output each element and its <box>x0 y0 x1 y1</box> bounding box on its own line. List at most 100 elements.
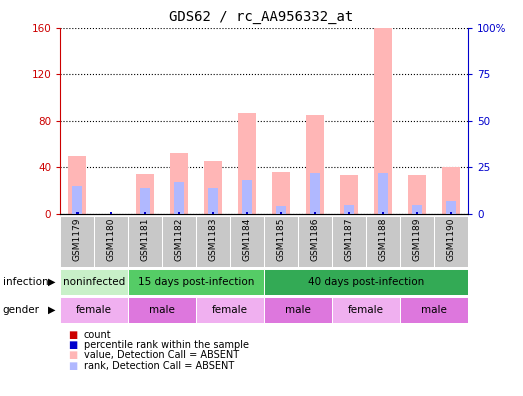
Bar <box>382 212 384 214</box>
Bar <box>408 175 426 214</box>
Bar <box>128 297 196 323</box>
Bar <box>382 212 384 214</box>
Bar <box>264 216 298 267</box>
Bar <box>110 212 112 214</box>
Bar <box>174 182 184 214</box>
Bar <box>196 216 230 267</box>
Bar <box>204 162 222 214</box>
Bar <box>212 212 214 214</box>
Bar <box>128 269 264 295</box>
Text: GSM1186: GSM1186 <box>311 217 320 261</box>
Bar <box>310 173 320 214</box>
Bar <box>298 216 332 267</box>
Text: GDS62 / rc_AA956332_at: GDS62 / rc_AA956332_at <box>169 10 354 24</box>
Text: GSM1183: GSM1183 <box>209 217 218 261</box>
Bar <box>416 212 418 214</box>
Bar <box>178 212 180 214</box>
Text: GSM1179: GSM1179 <box>73 217 82 261</box>
Bar <box>348 212 350 214</box>
Bar <box>446 201 456 214</box>
Bar <box>230 216 264 267</box>
Bar <box>434 216 468 267</box>
Text: GSM1185: GSM1185 <box>277 217 286 261</box>
Bar <box>378 173 388 214</box>
Text: 40 days post-infection: 40 days post-infection <box>308 277 424 287</box>
Bar <box>170 153 188 214</box>
Bar <box>366 216 400 267</box>
Text: GSM1184: GSM1184 <box>243 217 252 261</box>
Bar <box>60 269 128 295</box>
Bar <box>178 212 180 214</box>
Bar <box>246 212 248 214</box>
Bar <box>400 297 468 323</box>
Bar <box>76 212 78 214</box>
Bar <box>264 297 332 323</box>
Text: GSM1187: GSM1187 <box>345 217 354 261</box>
Bar <box>72 186 82 214</box>
Text: ■: ■ <box>68 340 77 350</box>
Bar <box>208 188 218 214</box>
Text: GSM1182: GSM1182 <box>175 217 184 261</box>
Text: percentile rank within the sample: percentile rank within the sample <box>84 340 248 350</box>
Bar <box>136 174 154 214</box>
Bar <box>128 216 162 267</box>
Bar <box>416 212 418 214</box>
Text: ■: ■ <box>68 350 77 360</box>
Bar <box>60 297 128 323</box>
Bar <box>264 269 468 295</box>
Bar <box>110 212 112 214</box>
Bar <box>412 204 422 214</box>
Text: male: male <box>149 305 175 315</box>
Bar <box>196 297 264 323</box>
Bar <box>246 212 248 214</box>
Bar <box>400 216 434 267</box>
Text: male: male <box>421 305 447 315</box>
Text: male: male <box>285 305 311 315</box>
Text: rank, Detection Call = ABSENT: rank, Detection Call = ABSENT <box>84 360 234 371</box>
Text: noninfected: noninfected <box>63 277 126 287</box>
Text: GSM1190: GSM1190 <box>447 217 456 261</box>
Text: ■: ■ <box>68 329 77 340</box>
Bar <box>280 212 282 214</box>
Text: ■: ■ <box>68 360 77 371</box>
Bar <box>238 112 256 214</box>
Text: female: female <box>348 305 384 315</box>
Bar <box>450 212 452 214</box>
Bar <box>272 172 290 214</box>
Text: ▶: ▶ <box>48 277 55 287</box>
Bar <box>144 212 146 214</box>
Bar <box>340 175 358 214</box>
Text: value, Detection Call = ABSENT: value, Detection Call = ABSENT <box>84 350 239 360</box>
Bar <box>94 216 128 267</box>
Bar <box>332 297 400 323</box>
Bar <box>242 180 252 214</box>
Bar <box>314 212 316 214</box>
Bar <box>162 216 196 267</box>
Bar <box>276 206 286 214</box>
Bar <box>68 156 86 214</box>
Text: 15 days post-infection: 15 days post-infection <box>138 277 254 287</box>
Text: GSM1189: GSM1189 <box>413 217 422 261</box>
Bar <box>144 212 146 214</box>
Text: ▶: ▶ <box>48 305 55 315</box>
Bar <box>450 212 452 214</box>
Bar <box>374 28 392 214</box>
Bar <box>442 167 460 214</box>
Bar <box>344 204 354 214</box>
Text: GSM1181: GSM1181 <box>141 217 150 261</box>
Bar <box>280 212 282 214</box>
Text: GSM1188: GSM1188 <box>379 217 388 261</box>
Bar <box>306 115 324 214</box>
Bar <box>212 212 214 214</box>
Text: GSM1180: GSM1180 <box>107 217 116 261</box>
Text: female: female <box>76 305 112 315</box>
Text: infection: infection <box>3 277 48 287</box>
Bar <box>76 212 78 214</box>
Text: female: female <box>212 305 248 315</box>
Bar <box>332 216 366 267</box>
Bar <box>60 216 94 267</box>
Text: gender: gender <box>3 305 40 315</box>
Bar <box>314 212 316 214</box>
Text: count: count <box>84 329 111 340</box>
Bar <box>348 212 350 214</box>
